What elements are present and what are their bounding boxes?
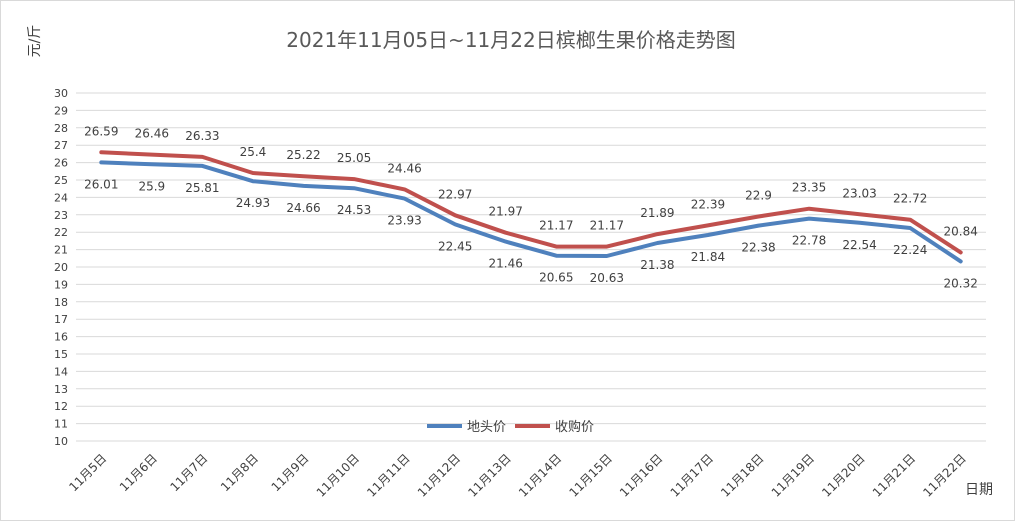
data-label-shougoujia-17: 22.72 [893,192,927,206]
x-tick-18: 11月22日 [920,451,968,499]
legend-label-shougoujia: 收购价 [555,419,594,435]
data-label-shougoujia-5: 25.22 [286,148,320,162]
y-tick-20: 20 [54,261,68,274]
data-label-ditoujia-2: 25.9 [138,179,165,193]
x-tick-11: 11月15日 [566,451,614,499]
y-tick-14: 14 [54,365,68,378]
data-label-ditoujia-13: 21.84 [691,250,725,264]
data-label-shougoujia-7: 24.46 [387,161,421,175]
data-label-shougoujia-14: 22.9 [745,189,772,203]
y-tick-11: 11 [54,418,68,431]
y-tick-19: 19 [54,278,68,291]
x-tick-13: 11月17日 [668,451,716,499]
y-tick-17: 17 [54,313,68,326]
x-tick-8: 11月12日 [415,451,463,499]
y-tick-30: 30 [54,87,68,100]
data-label-ditoujia-6: 24.53 [337,203,371,217]
data-label-shougoujia-10: 21.17 [539,219,573,233]
y-tick-22: 22 [54,226,68,239]
x-tick-3: 11月7日 [167,451,210,494]
data-label-shougoujia-2: 26.46 [135,127,169,141]
data-label-ditoujia-8: 22.45 [438,239,472,253]
x-tick-2: 11月6日 [117,451,160,494]
y-tick-28: 28 [54,122,68,135]
legend-label-ditoujia: 地头价 [467,420,506,435]
data-label-shougoujia-8: 22.97 [438,187,472,201]
series-line-0 [99,160,963,264]
x-tick-10: 11月14日 [516,451,564,499]
data-label-shougoujia-12: 21.89 [640,206,674,220]
data-label-shougoujia-18: 20.84 [944,224,978,238]
data-label-ditoujia-1: 26.01 [84,177,118,191]
x-tick-14: 11月18日 [718,451,766,499]
y-tick-12: 12 [54,400,68,413]
y-tick-10: 10 [54,435,68,448]
chart-title: 2021年11月05日~11月22日槟榔生果价格走势图 [286,28,735,52]
data-label-shougoujia-6: 25.05 [337,151,371,165]
data-label-ditoujia-7: 23.93 [387,214,421,228]
y-tick-23: 23 [54,209,68,222]
data-label-shougoujia-15: 23.35 [792,181,826,195]
y-tick-16: 16 [54,331,68,344]
data-label-ditoujia-11: 20.63 [590,271,624,285]
data-label-ditoujia-14: 22.38 [741,241,775,255]
data-label-ditoujia-9: 21.46 [489,257,523,271]
data-label-ditoujia-15: 22.78 [792,234,826,248]
x-tick-6: 11月10日 [314,451,362,499]
y-tick-labels: 10 11 12 13 14 15 16 17 18 19 20 21 22 23 24 25 26 27 28 29… [54,87,68,448]
y-tick-24: 24 [54,191,68,204]
data-label-shougoujia-16: 23.03 [842,186,876,200]
x-tick-7: 11月11日 [364,451,412,499]
data-label-ditoujia-17: 22.24 [893,243,927,257]
data-label-ditoujia-4: 24.93 [236,196,270,210]
y-tick-15: 15 [54,348,68,361]
x-axis-label: 日期 [965,482,993,498]
x-tick-5: 11月9日 [269,451,312,494]
x-tick-9: 11月13日 [465,451,513,499]
y-tick-18: 18 [54,296,68,309]
x-tick-17: 11月21日 [870,451,918,499]
data-label-shougoujia-13: 22.39 [691,197,725,211]
y-tick-27: 27 [54,139,68,152]
data-label-ditoujia-3: 25.81 [185,181,219,195]
series-line-1 [99,150,963,255]
y-tick-13: 13 [54,383,68,396]
data-label-shougoujia-9: 21.97 [489,205,523,219]
data-label-shougoujia-11: 21.17 [590,219,624,233]
data-label-ditoujia-12: 21.38 [640,258,674,272]
gridlines [76,92,986,442]
data-label-ditoujia-18: 20.32 [944,276,978,290]
data-label-shougoujia-1: 26.59 [84,124,118,138]
data-label-ditoujia-5: 24.66 [286,201,320,215]
y-tick-29: 29 [54,104,68,117]
y-tick-25: 25 [54,174,68,187]
x-tick-16: 11月20日 [819,451,867,499]
x-tick-15: 11月19日 [769,451,817,499]
data-label-shougoujia-4: 25.4 [240,145,267,159]
x-tick-labels: 11月5日 11月6日 11月7日 11月8日 11月9日 11月10日 11月11日 11月… [66,451,969,499]
data-label-ditoujia-10: 20.65 [539,271,573,285]
data-label-ditoujia-16: 22.54 [842,238,876,252]
y-axis-label: 元/斤 [27,25,43,58]
legend: 地头价 收购价 [427,419,594,435]
y-tick-26: 26 [54,157,68,170]
x-tick-4: 11月8日 [218,451,261,494]
series-lines [99,150,963,264]
x-tick-12: 11月16日 [617,451,665,499]
x-tick-1: 11月5日 [66,451,109,494]
data-labels: 26.59 26.46 26.33 25.4 25.22 25.05 24.46 22.97 2… [84,124,978,290]
data-label-shougoujia-3: 26.33 [185,129,219,143]
y-tick-21: 21 [54,244,68,257]
